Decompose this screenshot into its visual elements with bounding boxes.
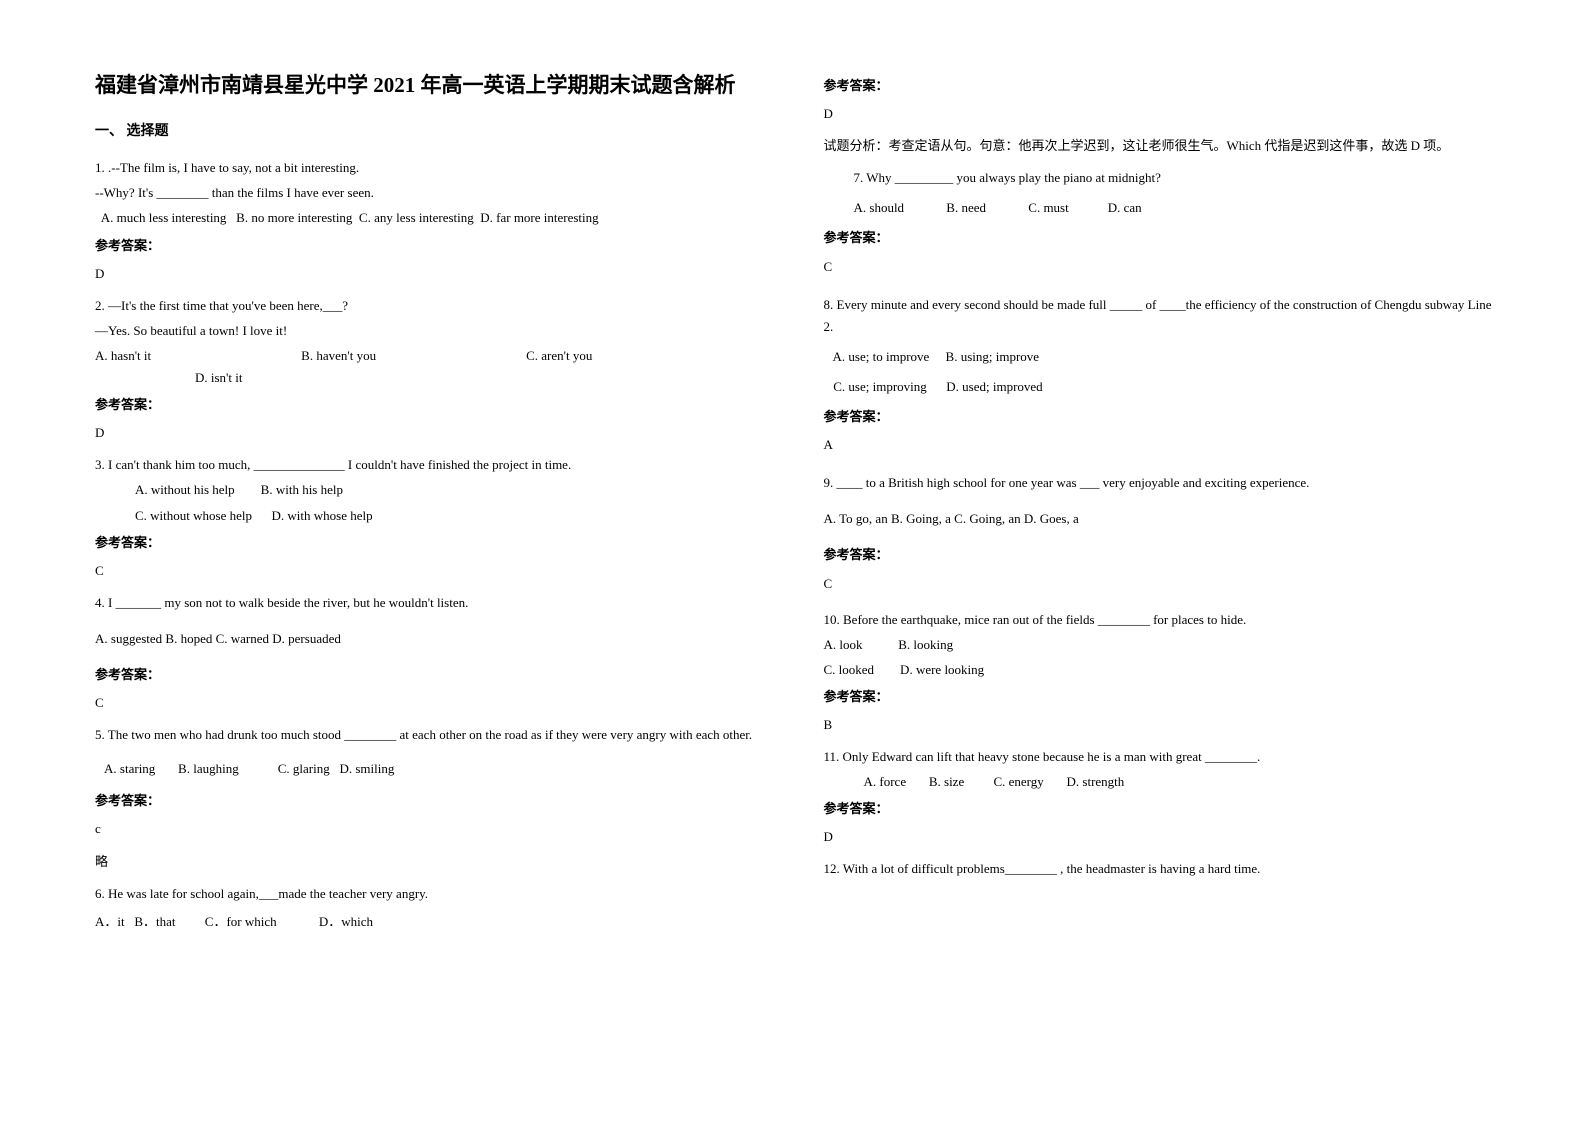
q10-options1: A. look B. looking — [824, 634, 1493, 656]
q2-optC: C. aren't you — [526, 345, 592, 367]
q2-line2: —Yes. So beautiful a town! I love it! — [95, 320, 764, 342]
q3-answer: C — [95, 560, 764, 582]
q6-answer-label: 参考答案： — [824, 75, 1493, 97]
q2-line1: 2. —It's the first time that you've been… — [95, 295, 764, 317]
q1-line2: --Why? It's ________ than the films I ha… — [95, 182, 764, 204]
q11-line1: 11. Only Edward can lift that heavy ston… — [824, 746, 1493, 768]
q9-answer: C — [824, 573, 1493, 595]
q1-line1: 1. .--The film is, I have to say, not a … — [95, 157, 764, 179]
q7-answer-label: 参考答案： — [824, 227, 1493, 249]
q1-answer-label: 参考答案： — [95, 235, 764, 257]
q7-options: A. should B. need C. must D. can — [824, 197, 1493, 219]
q7-line1: 7. Why _________ you always play the pia… — [824, 167, 1493, 189]
q3-options1: A. without his help B. with his help — [95, 479, 764, 501]
q4-answer: C — [95, 692, 764, 714]
q6-options: A．it B．that C．for which D．which — [95, 911, 764, 933]
q11-answer: D — [824, 826, 1493, 848]
q5-options: A. staring B. laughing C. glaring D. smi… — [95, 758, 764, 780]
q10-answer: B — [824, 714, 1493, 736]
q3-line1: 3. I can't thank him too much, _________… — [95, 454, 764, 476]
q2-options-row1: A. hasn't it B. haven't you C. aren't yo… — [95, 345, 764, 367]
q9-answer-label: 参考答案： — [824, 544, 1493, 566]
q8-answer-label: 参考答案： — [824, 406, 1493, 428]
q8-options2: C. use; improving D. used; improved — [824, 376, 1493, 398]
q6-line1: 6. He was late for school again,___made … — [95, 883, 764, 905]
q3-options2: C. without whose help D. with whose help — [95, 505, 764, 527]
q9-options: A. To go, an B. Going, a C. Going, an D.… — [824, 508, 1493, 530]
q9-line1: 9. ____ to a British high school for one… — [824, 472, 1493, 494]
q2-answer: D — [95, 422, 764, 444]
q4-options: A. suggested B. hoped C. warned D. persu… — [95, 628, 764, 650]
q5-answer: c — [95, 818, 764, 840]
q6-answer: D — [824, 103, 1493, 125]
q2-answer-label: 参考答案： — [95, 394, 764, 416]
q2-optB: B. haven't you — [301, 345, 376, 367]
q5-line1: 5. The two men who had drunk too much st… — [95, 724, 764, 746]
q7-answer: C — [824, 256, 1493, 278]
document-title: 福建省漳州市南靖县星光中学 2021 年高一英语上学期期末试题含解析 — [95, 70, 764, 102]
q5-note: 略 — [95, 851, 764, 873]
q10-line1: 10. Before the earthquake, mice ran out … — [824, 609, 1493, 631]
section-heading: 一、 选择题 — [95, 120, 764, 144]
q2-optA: A. hasn't it — [95, 345, 151, 367]
q4-line1: 4. I _______ my son not to walk beside t… — [95, 592, 764, 614]
q11-options: A. force B. size C. energy D. strength — [824, 771, 1493, 793]
q8-answer: A — [824, 434, 1493, 456]
q6-explanation: 试题分析：考查定语从句。句意：他再次上学迟到，这让老师很生气。Which 代指是… — [824, 135, 1493, 157]
q8-options1: A. use; to improve B. using; improve — [824, 346, 1493, 368]
q1-options: A. much less interesting B. no more inte… — [95, 207, 764, 229]
q1-answer: D — [95, 263, 764, 285]
q3-answer-label: 参考答案： — [95, 532, 764, 554]
q4-answer-label: 参考答案： — [95, 664, 764, 686]
left-column: 福建省漳州市南靖县星光中学 2021 年高一英语上学期期末试题含解析 一、 选择… — [95, 70, 794, 1052]
q2-optD: D. isn't it — [95, 367, 764, 389]
q8-line1: 8. Every minute and every second should … — [824, 294, 1493, 338]
q12-line1: 12. With a lot of difficult problems____… — [824, 858, 1493, 880]
q10-options2: C. looked D. were looking — [824, 659, 1493, 681]
right-column: 参考答案： D 试题分析：考查定语从句。句意：他再次上学迟到，这让老师很生气。W… — [794, 70, 1493, 1052]
q11-answer-label: 参考答案： — [824, 798, 1493, 820]
q10-answer-label: 参考答案： — [824, 686, 1493, 708]
q5-answer-label: 参考答案： — [95, 790, 764, 812]
